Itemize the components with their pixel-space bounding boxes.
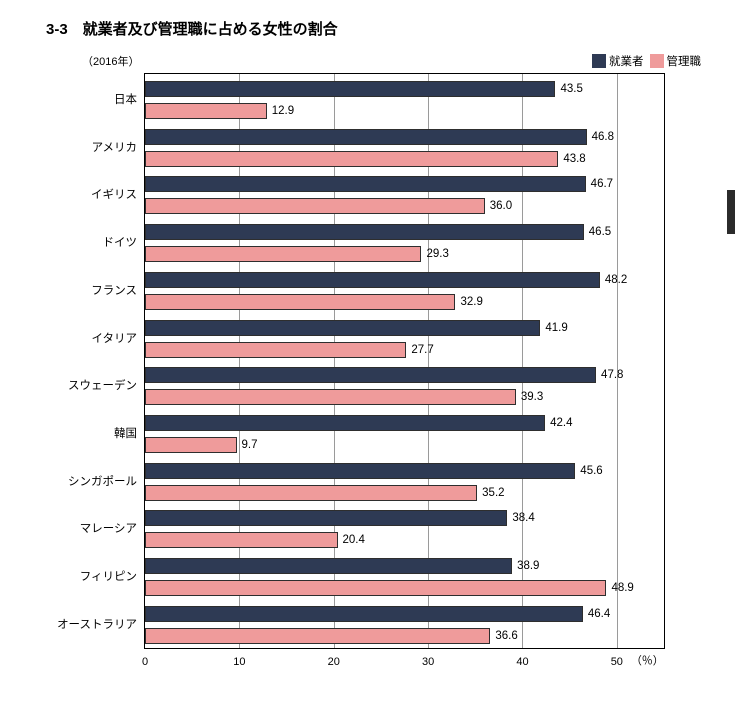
bar-employed: 48.2 bbox=[145, 272, 600, 288]
bar-managerial: 36.6 bbox=[145, 628, 490, 644]
category-label: マレーシア bbox=[49, 520, 137, 536]
bar-value-label: 47.8 bbox=[601, 369, 623, 381]
chart-row: シンガポール45.635.2 bbox=[145, 461, 664, 509]
bar-employed: 46.8 bbox=[145, 129, 587, 145]
bar-value-label: 12.9 bbox=[272, 105, 294, 117]
bar-employed: 38.4 bbox=[145, 510, 507, 526]
bar-value-label: 43.8 bbox=[563, 153, 585, 165]
bar-value-label: 45.6 bbox=[580, 465, 602, 477]
bar-value-label: 42.4 bbox=[550, 417, 572, 429]
bar-employed: 43.5 bbox=[145, 81, 555, 97]
legend: 就業者 管理職 bbox=[592, 53, 701, 69]
chart-row: フィリピン38.948.9 bbox=[145, 556, 664, 604]
bar-value-label: 20.4 bbox=[343, 534, 365, 546]
legend-swatch bbox=[650, 54, 664, 68]
category-label: イギリス bbox=[49, 186, 137, 202]
bar-managerial: 32.9 bbox=[145, 294, 455, 310]
chart-row: イギリス46.736.0 bbox=[145, 174, 664, 222]
x-tick-label: 50 bbox=[611, 656, 623, 668]
bar-managerial: 29.3 bbox=[145, 246, 421, 262]
bar-employed: 38.9 bbox=[145, 558, 512, 574]
bar-employed: 47.8 bbox=[145, 367, 596, 383]
bar-value-label: 32.9 bbox=[460, 296, 482, 308]
x-tick-label: 10 bbox=[233, 656, 245, 668]
bar-value-label: 35.2 bbox=[482, 487, 504, 499]
bar-value-label: 9.7 bbox=[242, 439, 258, 451]
bar-value-label: 46.8 bbox=[592, 131, 614, 143]
bar-managerial: 48.9 bbox=[145, 580, 606, 596]
bar-value-label: 38.4 bbox=[512, 512, 534, 524]
bar-employed: 46.5 bbox=[145, 224, 584, 240]
bar-chart: 0 10 20 30 40 50 （％） 日本 43.5 12.9 アメリカ 46.8 43.8 イギリス… bbox=[44, 73, 701, 677]
x-tick-label: 30 bbox=[422, 656, 434, 668]
category-label: シンガポール bbox=[49, 473, 137, 489]
bar-value-label: 48.2 bbox=[605, 274, 627, 286]
chart-row: スウェーデン47.839.3 bbox=[145, 365, 664, 413]
category-label: オーストラリア bbox=[49, 616, 137, 632]
legend-item: 就業者 bbox=[592, 53, 644, 69]
bar-value-label: 46.7 bbox=[591, 178, 613, 190]
bar-value-label: 46.5 bbox=[589, 226, 611, 238]
page-tab-marker bbox=[727, 190, 735, 234]
bar-managerial: 43.8 bbox=[145, 151, 558, 167]
chart-row: アメリカ46.843.8 bbox=[145, 127, 664, 175]
page-container: 3-3 就業者及び管理職に占める女性の割合 （2016年） 就業者 管理職 0 10… bbox=[0, 0, 735, 708]
bar-value-label: 29.3 bbox=[426, 248, 448, 260]
legend-label: 管理職 bbox=[667, 53, 702, 69]
bar-managerial: 39.3 bbox=[145, 389, 516, 405]
bar-managerial: 9.7 bbox=[145, 437, 237, 453]
bar-employed: 45.6 bbox=[145, 463, 575, 479]
chart-row: ドイツ46.529.3 bbox=[145, 222, 664, 270]
legend-item: 管理職 bbox=[650, 53, 702, 69]
bar-value-label: 39.3 bbox=[521, 391, 543, 403]
chart-subtitle: （2016年） bbox=[82, 53, 139, 69]
bar-value-label: 36.0 bbox=[490, 200, 512, 212]
legend-label: 就業者 bbox=[609, 53, 644, 69]
x-tick-label: 20 bbox=[328, 656, 340, 668]
subtitle-row: （2016年） 就業者 管理職 bbox=[44, 53, 701, 69]
x-axis-unit: （％） bbox=[631, 652, 664, 668]
bar-value-label: 38.9 bbox=[517, 560, 539, 572]
bar-employed: 42.4 bbox=[145, 415, 545, 431]
chart-row: イタリア41.927.7 bbox=[145, 318, 664, 366]
category-label: 韓国 bbox=[49, 425, 137, 441]
bar-value-label: 46.4 bbox=[588, 608, 610, 620]
category-label: スウェーデン bbox=[49, 377, 137, 393]
x-tick-label: 0 bbox=[142, 656, 148, 668]
bar-employed: 46.4 bbox=[145, 606, 583, 622]
bar-value-label: 48.9 bbox=[611, 582, 633, 594]
x-tick-label: 40 bbox=[516, 656, 528, 668]
chart-row: フランス48.232.9 bbox=[145, 270, 664, 318]
bar-value-label: 43.5 bbox=[560, 83, 582, 95]
bar-managerial: 12.9 bbox=[145, 103, 267, 119]
bar-value-label: 36.6 bbox=[495, 630, 517, 642]
category-label: ドイツ bbox=[49, 234, 137, 250]
bar-managerial: 20.4 bbox=[145, 532, 338, 548]
bar-employed: 41.9 bbox=[145, 320, 540, 336]
chart-row: 韓国42.49.7 bbox=[145, 413, 664, 461]
category-label: アメリカ bbox=[49, 139, 137, 155]
bar-value-label: 41.9 bbox=[545, 322, 567, 334]
bar-managerial: 27.7 bbox=[145, 342, 406, 358]
plot-area: 01020304050（％）日本43.512.9アメリカ46.843.8イギリス… bbox=[144, 73, 665, 649]
category-label: フランス bbox=[49, 282, 137, 298]
chart-title: 3-3 就業者及び管理職に占める女性の割合 bbox=[46, 18, 701, 39]
chart-row: オーストラリア46.436.6 bbox=[145, 604, 664, 652]
bar-managerial: 36.0 bbox=[145, 198, 485, 214]
category-label: イタリア bbox=[49, 330, 137, 346]
bar-employed: 46.7 bbox=[145, 176, 586, 192]
chart-row: マレーシア38.420.4 bbox=[145, 508, 664, 556]
bar-managerial: 35.2 bbox=[145, 485, 477, 501]
legend-swatch bbox=[592, 54, 606, 68]
chart-row: 日本43.512.9 bbox=[145, 79, 664, 127]
bar-value-label: 27.7 bbox=[411, 344, 433, 356]
category-label: フィリピン bbox=[49, 568, 137, 584]
category-label: 日本 bbox=[49, 91, 137, 107]
